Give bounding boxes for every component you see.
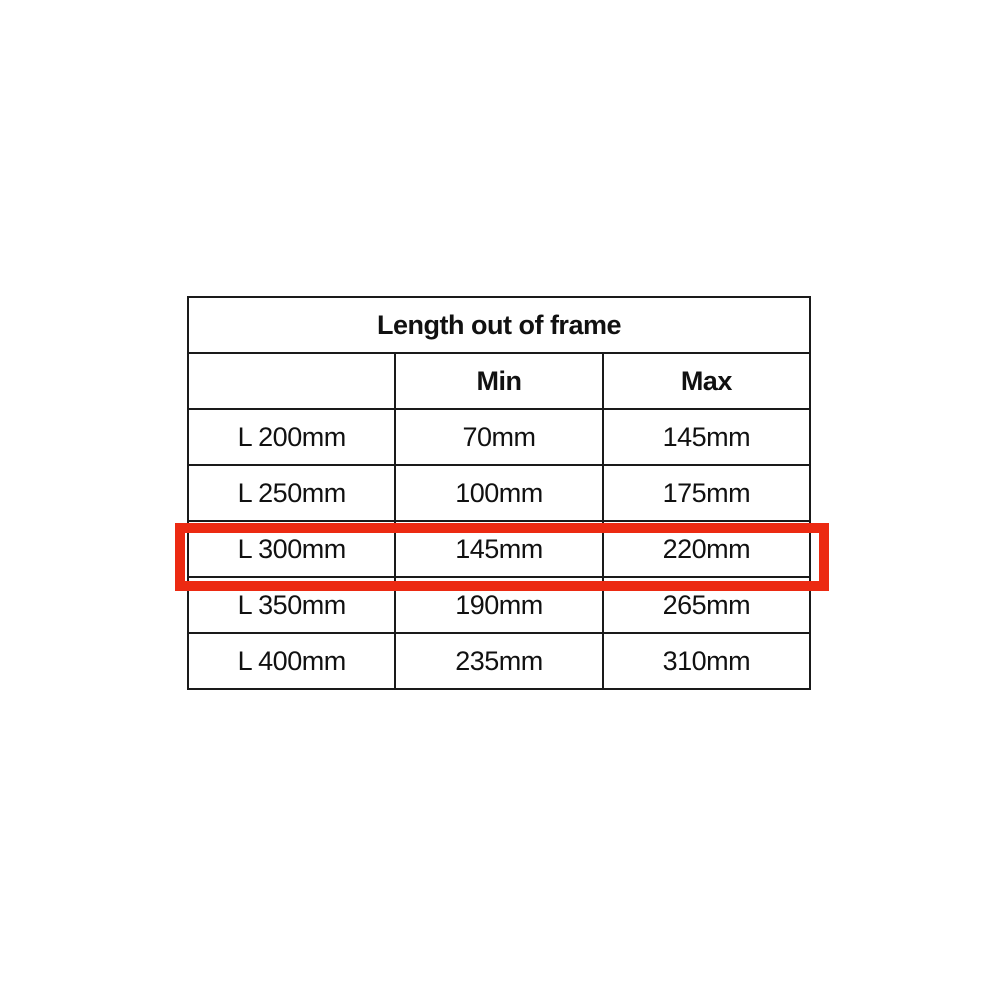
max-cell: 175mm (601, 464, 812, 522)
length-cell: L 300mm (186, 520, 397, 578)
table-row-highlighted: L 300mm 145mm 220mm (186, 520, 812, 578)
min-cell: 70mm (394, 408, 604, 466)
header-min: Min (394, 352, 604, 410)
table-header-row: Min Max (186, 352, 812, 410)
header-empty (186, 352, 397, 410)
length-cell: L 350mm (186, 576, 397, 634)
table-row: L 250mm 100mm 175mm (186, 464, 812, 522)
max-cell: 145mm (601, 408, 812, 466)
length-cell: L 200mm (186, 408, 397, 466)
length-cell: L 400mm (186, 632, 397, 690)
max-cell: 265mm (601, 576, 812, 634)
length-table: Length out of frame Min Max L 200mm 70mm… (186, 296, 812, 690)
min-cell: 100mm (394, 464, 604, 522)
table-row: L 350mm 190mm 265mm (186, 576, 812, 634)
table-title: Length out of frame (187, 296, 811, 354)
max-cell: 220mm (601, 520, 812, 578)
header-max: Max (601, 352, 812, 410)
max-cell: 310mm (601, 632, 812, 690)
table-row: L 400mm 235mm 310mm (186, 632, 812, 690)
table-row: L 200mm 70mm 145mm (186, 408, 812, 466)
table-title-row: Length out of frame (187, 296, 811, 354)
min-cell: 235mm (394, 632, 604, 690)
length-cell: L 250mm (186, 464, 397, 522)
min-cell: 190mm (394, 576, 604, 634)
min-cell: 145mm (394, 520, 604, 578)
